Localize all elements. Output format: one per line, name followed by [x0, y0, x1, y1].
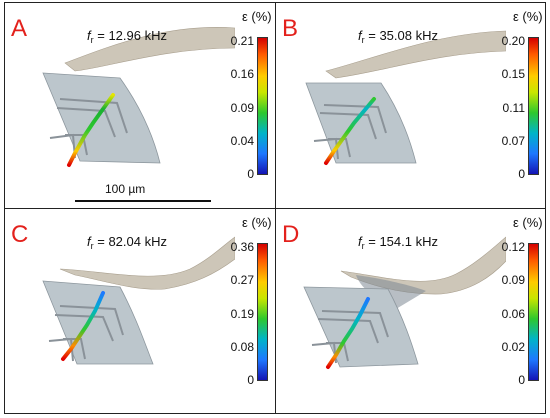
strain-gauge-trace — [324, 97, 376, 165]
paddle-shape — [64, 27, 235, 72]
strain-colorbar — [257, 243, 268, 381]
freq-value: = 35.08 kHz — [364, 28, 438, 43]
strain-label: ε (%) — [513, 215, 543, 230]
strain-colorbar — [528, 243, 539, 381]
colorbar-tick: 0.20 — [501, 34, 525, 48]
cantilever-beam — [42, 280, 154, 365]
colorbar-tick: 0.36 — [230, 240, 254, 254]
colorbar-tick: 0.02 — [501, 340, 525, 354]
colorbar-tick: 0.15 — [501, 67, 525, 81]
cantilever-mode-2-illustration — [305, 30, 506, 165]
freq-value: = 154.1 kHz — [364, 234, 438, 249]
cantilever-mode-3-illustration — [42, 236, 235, 365]
colorbar-tick: 0 — [247, 373, 254, 387]
figure-frame: A fr = 12.96 kHz ε (%) 0.21 0.16 0.09 0.… — [4, 2, 546, 414]
freq-symbol: f — [358, 234, 362, 249]
scale-bar — [75, 200, 211, 202]
colorbar-tick: 0.09 — [501, 273, 525, 287]
colorbar-tick: 0 — [247, 167, 254, 181]
paddle-shape — [59, 236, 235, 290]
strain-label: ε (%) — [242, 9, 272, 24]
colorbar-tick: 0.27 — [230, 273, 254, 287]
strain-gauge-trace — [326, 297, 370, 369]
freq-value: = 12.96 kHz — [93, 28, 167, 43]
colorbar-tick: 0.06 — [501, 307, 525, 321]
colorbar-tick: 0.19 — [230, 307, 254, 321]
freq-subscript: r — [361, 35, 365, 45]
colorbar-tick: 0.09 — [230, 101, 254, 115]
resonance-frequency: fr = 35.08 kHz — [358, 28, 438, 45]
resonance-frequency: fr = 154.1 kHz — [358, 234, 438, 251]
cantilever-mode-4-illustration — [303, 236, 506, 369]
panel-letter: B — [282, 15, 299, 42]
colorbar-tick: 0 — [518, 373, 525, 387]
cantilever-beam — [42, 72, 161, 164]
strain-gauge-trace — [61, 291, 105, 361]
paddle-shape — [325, 30, 506, 79]
panel-a: A fr = 12.96 kHz ε (%) 0.21 0.16 0.09 0.… — [5, 3, 275, 208]
freq-symbol: f — [87, 28, 91, 43]
colorbar-tick: 0.16 — [230, 67, 254, 81]
paddle-shadow — [356, 275, 426, 309]
cantilever-mode-1-illustration — [42, 27, 235, 167]
colorbar-tick: 0.08 — [230, 340, 254, 354]
strain-colorbar — [257, 37, 268, 175]
freq-symbol: f — [358, 28, 362, 43]
panel-letter: D — [282, 221, 300, 248]
panel-d: D fr = 154.1 kHz ε (%) 0.12 0.09 0.06 0.… — [276, 209, 546, 414]
colorbar-tick: 0 — [518, 167, 525, 181]
freq-subscript: r — [361, 241, 365, 251]
cantilever-beam — [303, 286, 419, 368]
colorbar-tick: 0.07 — [501, 134, 525, 148]
panel-c: C fr = 82.04 kHz ε (%) 0.36 0.27 0.19 0.… — [5, 209, 275, 414]
panel-b: B fr = 35.08 kHz ε (%) 0.20 0.15 0.11 0.… — [276, 3, 546, 208]
colorbar-tick: 0.04 — [230, 134, 254, 148]
colorbar-tick: 0.21 — [230, 34, 254, 48]
freq-subscript: r — [90, 241, 94, 251]
strain-label: ε (%) — [513, 9, 543, 24]
scale-bar-label: 100 µm — [105, 182, 146, 196]
freq-value: = 82.04 kHz — [93, 234, 167, 249]
strain-gauge-trace — [67, 93, 115, 167]
panel-letter: A — [11, 15, 28, 42]
horizontal-divider — [5, 208, 545, 209]
strain-label: ε (%) — [242, 215, 272, 230]
colorbar-tick: 0.11 — [502, 101, 525, 115]
resonance-frequency: fr = 82.04 kHz — [87, 234, 167, 251]
panel-letter: C — [11, 221, 29, 248]
resonance-frequency: fr = 12.96 kHz — [87, 28, 167, 45]
freq-subscript: r — [90, 35, 94, 45]
strain-colorbar — [528, 37, 539, 175]
colorbar-tick: 0.12 — [501, 240, 525, 254]
freq-symbol: f — [87, 234, 91, 249]
cantilever-beam — [305, 82, 417, 164]
